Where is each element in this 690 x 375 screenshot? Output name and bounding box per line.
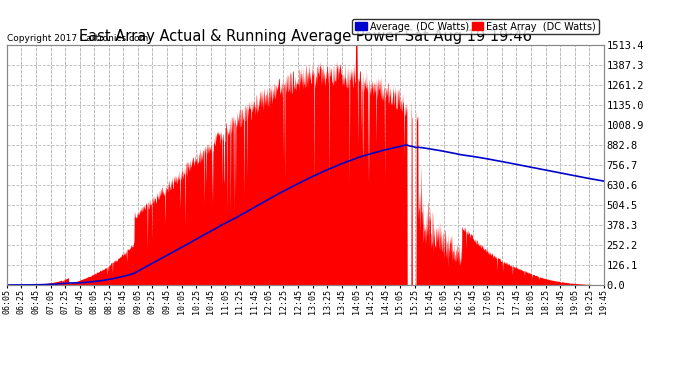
Title: East Array Actual & Running Average Power Sat Aug 19 19:46: East Array Actual & Running Average Powe… bbox=[79, 29, 532, 44]
Legend: Average  (DC Watts), East Array  (DC Watts): Average (DC Watts), East Array (DC Watts… bbox=[352, 19, 599, 34]
Text: Copyright 2017 Cartronics.com: Copyright 2017 Cartronics.com bbox=[7, 34, 148, 43]
